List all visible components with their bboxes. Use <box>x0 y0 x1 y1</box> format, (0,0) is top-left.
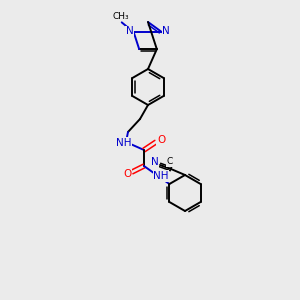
Text: O: O <box>123 169 131 179</box>
Text: NH: NH <box>153 171 169 181</box>
Text: N: N <box>126 26 134 36</box>
Text: CH₃: CH₃ <box>112 12 129 21</box>
Text: N: N <box>162 26 170 36</box>
Text: NH: NH <box>116 138 132 148</box>
Text: N: N <box>151 157 159 167</box>
Text: C: C <box>167 158 173 166</box>
Text: O: O <box>157 135 165 145</box>
